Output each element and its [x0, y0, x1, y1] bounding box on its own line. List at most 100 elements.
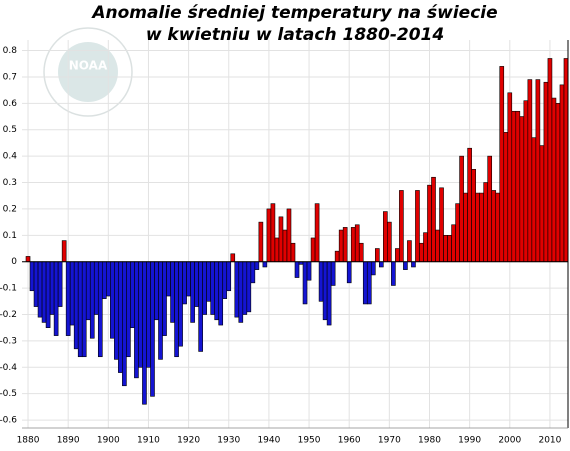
- bar: [114, 261, 119, 360]
- bar: [294, 261, 300, 278]
- bar: [326, 261, 332, 326]
- bar: [226, 261, 232, 292]
- bar: [210, 261, 216, 315]
- x-tick-label: 2010: [538, 436, 561, 446]
- bar: [423, 232, 428, 263]
- bar: [439, 187, 444, 263]
- y-tick-label: 0: [11, 257, 17, 267]
- bar: [366, 261, 372, 305]
- bar: [471, 169, 476, 263]
- bar: [110, 261, 115, 339]
- x-tick-label: 1970: [378, 436, 401, 446]
- bar: [101, 261, 107, 299]
- y-tick-label: 0.4: [3, 152, 18, 162]
- bar: [362, 261, 368, 305]
- bar: [33, 261, 39, 307]
- bar: [511, 110, 517, 263]
- bar: [138, 261, 143, 368]
- bar: [346, 261, 352, 284]
- bar: [97, 261, 103, 358]
- bar: [85, 261, 91, 321]
- y-tick-label: 0.6: [3, 99, 18, 109]
- bar: [435, 229, 440, 263]
- bar: [162, 261, 167, 336]
- y-tick-label: -0.3: [0, 336, 17, 346]
- bar: [218, 261, 224, 326]
- y-tick-label: 0.5: [3, 125, 17, 135]
- y-tick-label: -0.5: [0, 389, 17, 399]
- bar: [89, 261, 95, 339]
- bar: [230, 253, 236, 263]
- bar: [455, 203, 460, 263]
- bar: [290, 242, 296, 263]
- bar: [338, 229, 344, 263]
- bar: [81, 261, 87, 358]
- bar: [182, 261, 187, 305]
- bar: [403, 261, 408, 270]
- bar: [222, 261, 228, 299]
- bar: [37, 261, 43, 318]
- bar: [499, 66, 505, 263]
- bar: [150, 261, 155, 397]
- bar: [262, 261, 268, 268]
- y-tick-label: -0.1: [0, 284, 17, 294]
- bar: [427, 184, 432, 263]
- x-tick-label: 1940: [257, 436, 280, 446]
- y-tick-label: 0.1: [3, 231, 17, 241]
- bar: [415, 190, 420, 263]
- bar: [487, 155, 493, 263]
- bar: [519, 116, 525, 263]
- x-tick-label: 1980: [418, 436, 441, 446]
- bar: [503, 132, 509, 263]
- bar: [507, 92, 513, 263]
- bar: [174, 261, 179, 358]
- bar: [354, 224, 360, 263]
- y-tick-label: -0.2: [0, 310, 17, 320]
- bar: [250, 261, 256, 284]
- bar: [118, 261, 123, 373]
- x-tick-label: 1930: [217, 436, 240, 446]
- bar: [25, 256, 31, 263]
- bar: [395, 248, 400, 263]
- bar: [459, 155, 464, 263]
- bar: [447, 235, 452, 263]
- bar: [198, 261, 203, 352]
- bar: [483, 182, 489, 263]
- bar: [370, 261, 376, 276]
- bar: [318, 261, 324, 302]
- bar: [106, 261, 111, 297]
- bar: [242, 261, 248, 315]
- bar: [515, 110, 521, 263]
- logo-ring: [43, 27, 133, 117]
- bar: [350, 227, 356, 263]
- bar: [411, 261, 416, 268]
- bar: [491, 190, 497, 263]
- x-tick-label: 2000: [498, 436, 521, 446]
- bar: [342, 227, 348, 263]
- bar: [258, 221, 264, 263]
- bar: [214, 261, 220, 321]
- bar: [29, 261, 35, 292]
- bar: [93, 261, 99, 315]
- y-tick-label: -0.6: [0, 416, 17, 426]
- bar: [302, 261, 308, 305]
- bar: [134, 261, 139, 379]
- bar: [539, 145, 545, 263]
- bar: [559, 84, 565, 263]
- bar: [531, 137, 537, 263]
- y-tick-label: 0.8: [3, 46, 18, 56]
- bar: [383, 211, 388, 263]
- bar: [451, 224, 456, 263]
- bar: [479, 192, 484, 263]
- x-tick-label: 1990: [458, 436, 481, 446]
- bar: [77, 261, 83, 358]
- bar: [374, 248, 380, 263]
- bar: [65, 261, 71, 336]
- bar: [391, 261, 396, 286]
- bar: [495, 192, 501, 263]
- bar: [547, 58, 553, 263]
- bar: [399, 190, 404, 263]
- bar: [334, 250, 340, 263]
- bar: [286, 208, 292, 263]
- bar: [431, 176, 436, 263]
